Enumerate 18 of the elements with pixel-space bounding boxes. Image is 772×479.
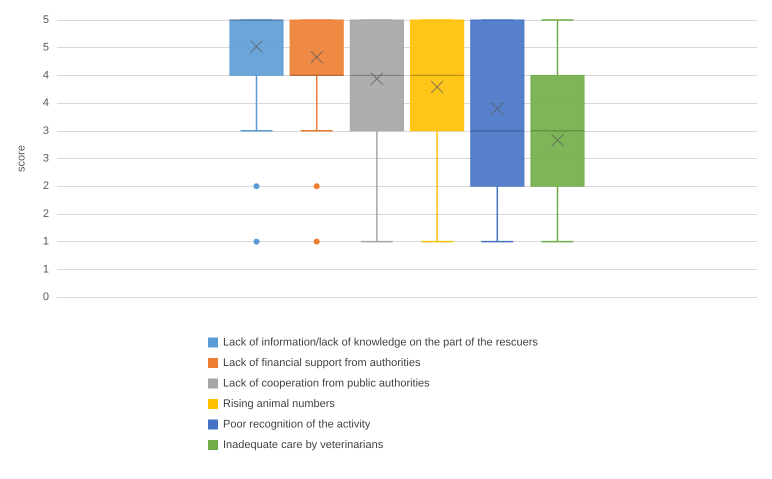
- y-tick-label: 1: [42, 263, 49, 276]
- legend-label: Lack of information/lack of knowledge on the part of the rescuers: [223, 336, 538, 348]
- legend-label: Lack of cooperation from public authorities: [223, 378, 430, 390]
- y-tick-label: 3: [42, 152, 49, 164]
- legend-label: Poor recognition of the activity: [223, 418, 371, 430]
- y-tick-label: 3: [42, 124, 49, 137]
- y-axis-title: score: [16, 145, 28, 172]
- y-tick-label: 4: [42, 97, 49, 110]
- y-tick-label: 2: [42, 208, 49, 220]
- legend-label: Inadequate care by veterinarians: [223, 439, 384, 451]
- legend-label: Rising animal numbers: [223, 398, 336, 410]
- legend-label: Lack of financial support from authorities: [223, 357, 421, 369]
- y-tick-label: 1: [42, 236, 49, 248]
- y-tick-label: 5: [42, 42, 49, 54]
- y-tick-label: 5: [42, 14, 49, 26]
- y-tick-label: 4: [42, 69, 49, 82]
- y-tick-label: 2: [42, 180, 49, 192]
- y-tick-label: 0: [42, 291, 49, 303]
